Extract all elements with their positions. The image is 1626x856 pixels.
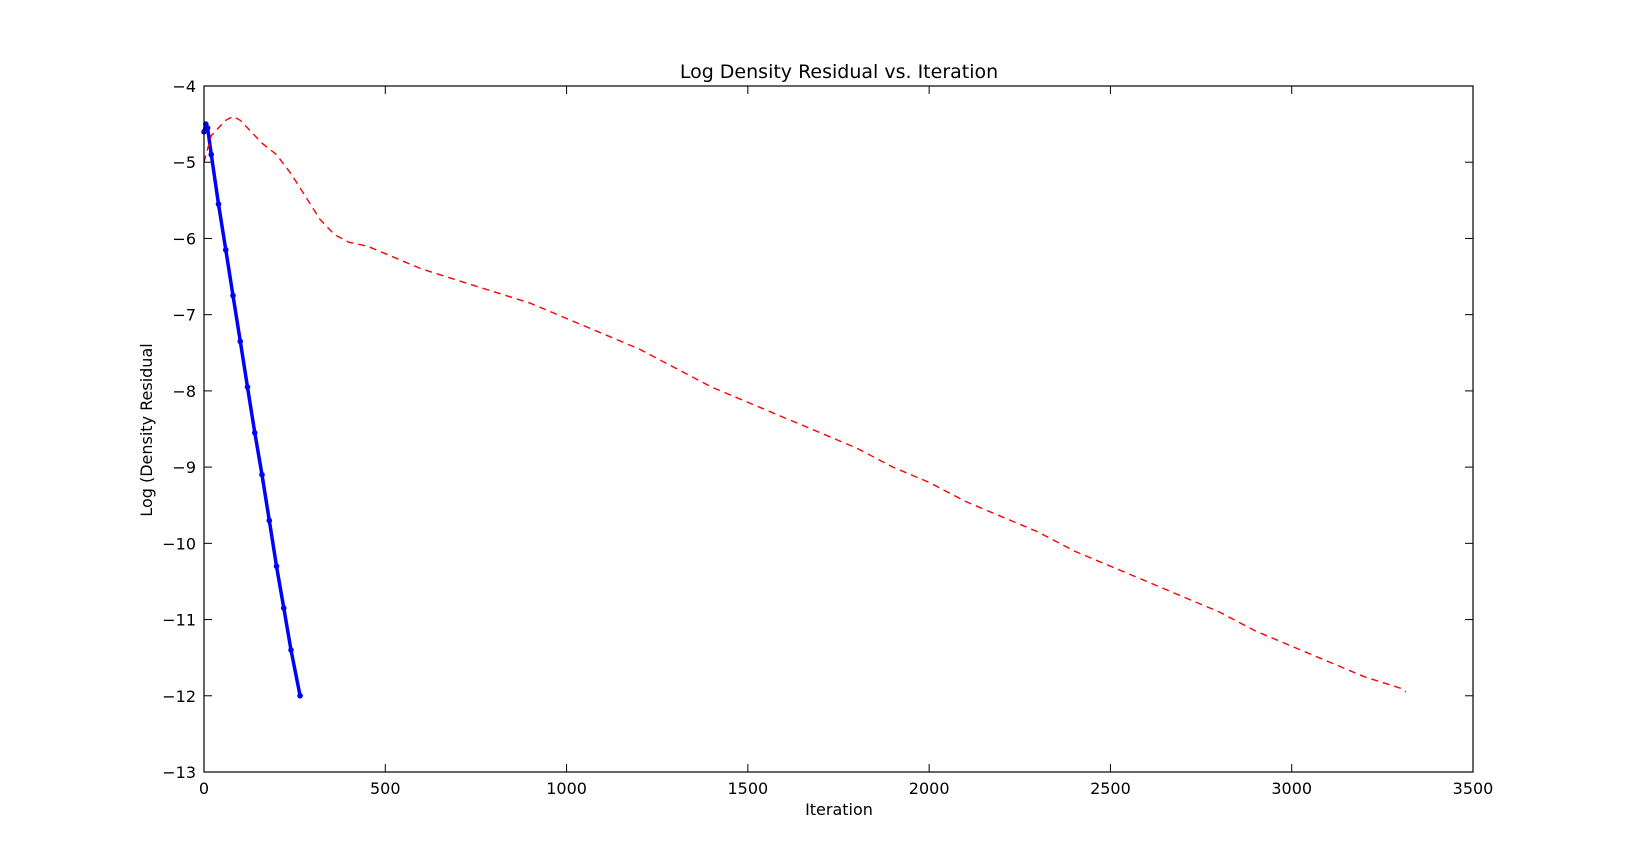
x-tick-label: 500 xyxy=(370,779,401,798)
y-tick-label: −10 xyxy=(162,534,196,553)
series-1-point xyxy=(297,692,303,699)
plot-frame xyxy=(203,85,1474,773)
series-1-point xyxy=(215,201,222,207)
x-tick-label: 2000 xyxy=(909,779,950,798)
series-1-point xyxy=(288,647,294,653)
series-1-point xyxy=(230,292,236,299)
series-1-point xyxy=(273,563,280,569)
x-tick-label: 2500 xyxy=(1090,779,1131,798)
series-1-point xyxy=(208,151,215,158)
y-tick-label: −7 xyxy=(172,306,196,325)
series-line-2 xyxy=(203,115,1407,693)
series-1-point xyxy=(244,384,251,390)
y-tick-label: −4 xyxy=(172,77,196,96)
y-tick-label: −9 xyxy=(172,458,196,477)
x-tick-label: 1500 xyxy=(727,779,768,798)
x-tick-label: 3000 xyxy=(1271,779,1312,798)
series-1-point xyxy=(222,247,229,253)
x-tick-label: 0 xyxy=(199,779,209,798)
x-tick-label: 1000 xyxy=(546,779,587,798)
axis-ticks: 0 500 1000 1500 2000 2500 3000 3500 −4 −5 −6 −7 −8 −9… xyxy=(162,77,1493,798)
y-tick-label: −6 xyxy=(172,229,196,248)
series-1-point xyxy=(204,125,211,131)
y-axis-label: Log (Density Residual xyxy=(137,343,156,516)
y-tick-label: −13 xyxy=(162,763,196,782)
y-tick-label: −11 xyxy=(162,611,196,630)
series-1-point xyxy=(237,338,244,345)
x-tick-label: 3500 xyxy=(1453,779,1494,798)
y-tick-label: −8 xyxy=(172,382,196,401)
series-1-point xyxy=(251,430,258,436)
chart-title: Log Density Residual vs. Iteration xyxy=(680,61,998,83)
series-layer xyxy=(201,115,1407,699)
series-1-point xyxy=(266,517,273,524)
series-1-point xyxy=(259,471,265,478)
y-tick-label: −12 xyxy=(162,687,196,706)
y-tick-label: −5 xyxy=(172,153,196,172)
series-line-1 xyxy=(202,122,302,698)
x-axis-label: Iteration xyxy=(805,800,873,819)
series-1-point xyxy=(280,605,287,611)
